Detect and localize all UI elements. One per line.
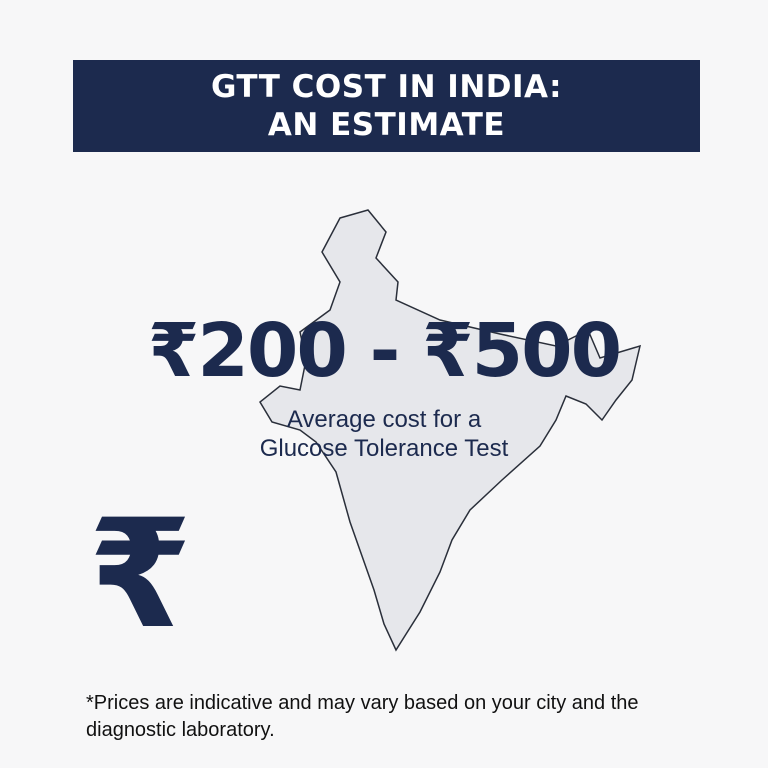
price-subtitle: Average cost for a Glucose Tolerance Tes… bbox=[0, 405, 768, 463]
price-range: ₹200 - ₹500 bbox=[147, 308, 622, 394]
title-line-2: AN ESTIMATE bbox=[267, 107, 506, 143]
footnote: *Prices are indicative and may vary base… bbox=[86, 692, 639, 741]
title-line-1: GTT COST IN INDIA: bbox=[210, 69, 563, 105]
rupee-icon: ₹ bbox=[88, 488, 193, 662]
subtitle-line-2: Glucose Tolerance Test bbox=[259, 435, 509, 462]
title-banner: GTT COST IN INDIA: AN ESTIMATE bbox=[73, 60, 700, 152]
subtitle-line-1: Average cost for a bbox=[286, 406, 482, 433]
india-map-shape bbox=[259, 209, 642, 652]
